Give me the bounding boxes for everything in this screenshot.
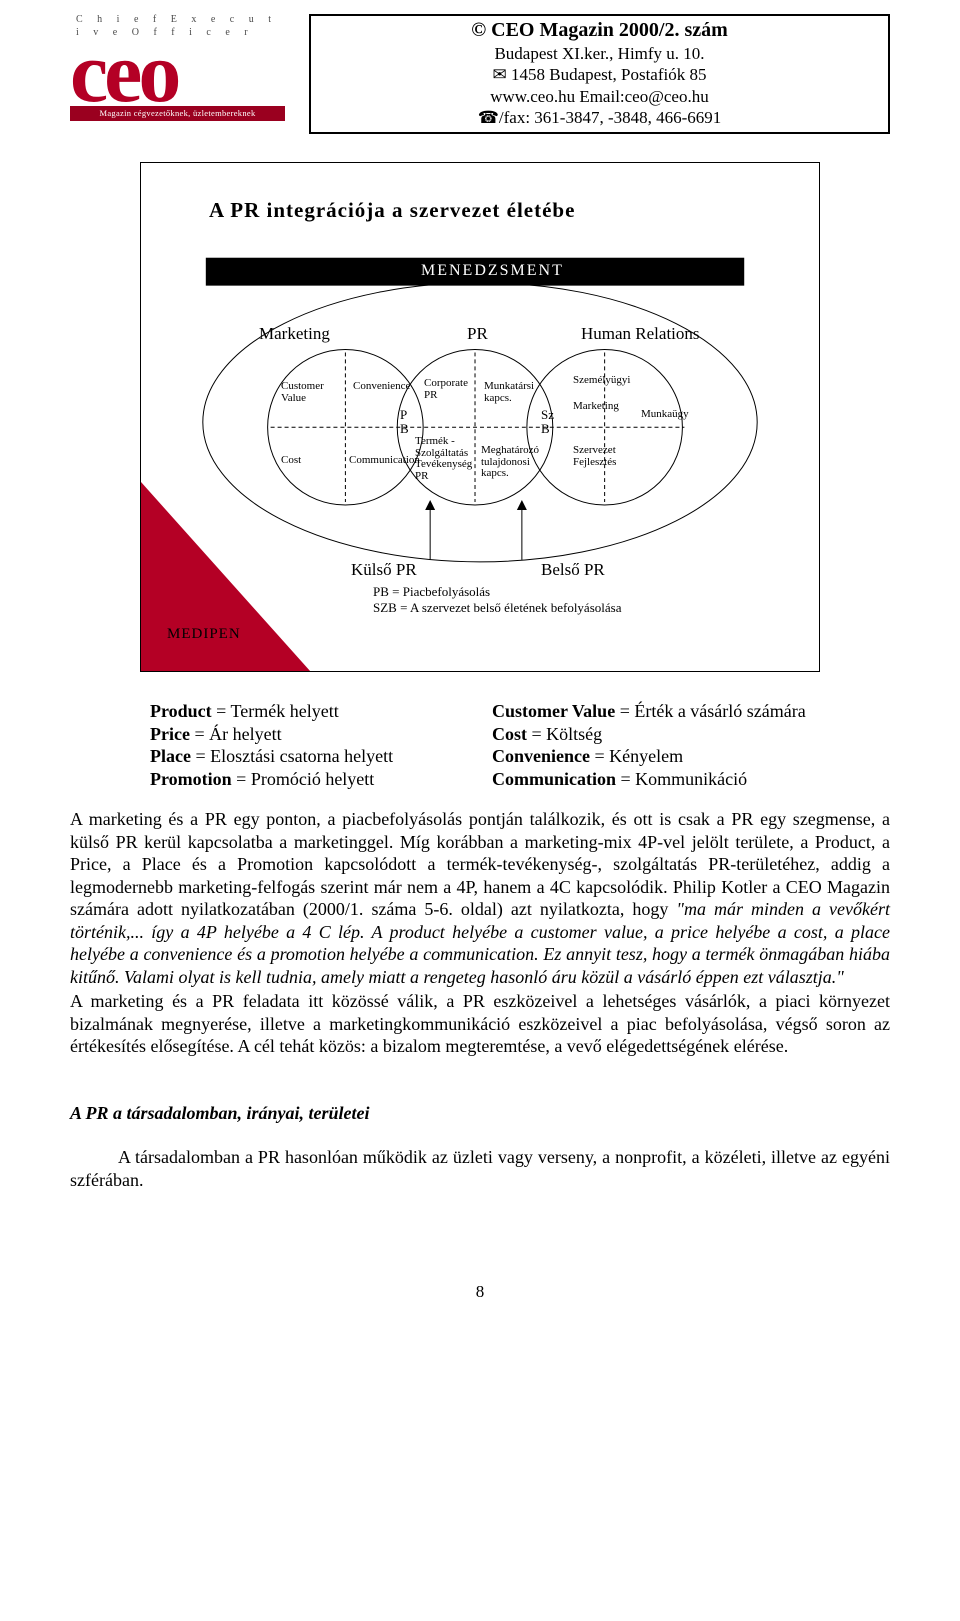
def-cost: Cost = Költség (492, 723, 810, 746)
legend-pb: PB = Piacbefolyásolás (373, 585, 490, 599)
logo-wordmark: ceo (70, 39, 285, 106)
col-hr: Human Relations (581, 325, 700, 343)
def-convenience: Convenience = Kényelem (492, 745, 810, 768)
logo-tagline-sub: Magazin cégvezetőknek, üzletembereknek (70, 106, 285, 121)
def-price: Price = Ár helyett (150, 723, 468, 746)
legend-szb: SZB = A szervezet belső életének befolyá… (373, 601, 621, 615)
col-pr: PR (467, 325, 488, 343)
masthead-title: © CEO Magazin 2000/2. szám (321, 18, 878, 43)
label-munkatarsi: Munkatársikapcs. (484, 381, 534, 404)
def-cust-value: Customer Value = Érték a vásárló számára (492, 700, 810, 723)
label-munkaugy: Munkaügy (641, 409, 689, 421)
medipen-credit: MEDIPEN (167, 627, 241, 643)
pr-integration-diagram: A PR integrációja a szervezet életébe ME… (140, 162, 820, 672)
def-place: Place = Elosztási csatorna helyett (150, 745, 468, 768)
label-szemelyugyi: Személyügyi (573, 375, 630, 387)
diagram-text-layer: A PR integrációja a szervezet életébe ME… (141, 163, 819, 671)
label-customer-value: CustomerValue (281, 381, 324, 404)
page-header: C h i e f E x e c u t i v e O f f i c e … (70, 14, 890, 134)
label-szervfejl: SzervezetFejlesztés (573, 445, 616, 468)
label-marketing2: Marketing (573, 401, 619, 413)
label-convenience: Convenience (353, 381, 410, 393)
management-band-label: MENEDZSMENT (421, 263, 564, 280)
label-kulso-pr: Külső PR (351, 561, 417, 579)
masthead-pobox: ✉ 1458 Budapest, Postafiók 85 (321, 64, 878, 85)
page-number: 8 (70, 1281, 890, 1302)
definitions-block: Product = Termék helyett Price = Ár hely… (150, 700, 810, 790)
label-corporate-pr: CorporatePR (424, 378, 468, 401)
masthead-contact-box: © CEO Magazin 2000/2. szám Budapest XI.k… (309, 14, 890, 134)
masthead-web: www.ceo.hu Email:ceo@ceo.hu (321, 86, 878, 107)
masthead-fax: ☎/fax: 361-3847, -3848, 466-6691 (321, 107, 878, 128)
logo-block: C h i e f E x e c u t i v e O f f i c e … (70, 14, 285, 121)
label-cost: Cost (281, 455, 301, 467)
definitions-left-col: Product = Termék helyett Price = Ár hely… (150, 700, 468, 790)
masthead-address: Budapest XI.ker., Himfy u. 10. (321, 43, 878, 64)
def-promotion: Promotion = Promóció helyett (150, 768, 468, 791)
label-communication: Communication (349, 455, 420, 467)
diagram-title: A PR integrációja a szervezet életébe (209, 199, 575, 221)
definitions-right-col: Customer Value = Érték a vásárló számára… (492, 700, 810, 790)
label-pb: PB (400, 408, 409, 437)
body-paragraph-1: A marketing és a PR egy ponton, a piacbe… (70, 808, 890, 988)
col-marketing: Marketing (259, 325, 330, 343)
section-heading: A PR a társadalomban, irányai, területei (70, 1102, 890, 1125)
label-tszt-pr: Termék -SzolgáltatásTevékenységPR (415, 436, 472, 482)
body-paragraph-3: A társadalomban a PR hasonlóan működik a… (70, 1146, 890, 1191)
label-szb: SzB (541, 408, 554, 437)
label-meghatarozo: Meghatározótulajdonosikapcs. (481, 445, 539, 480)
def-communication: Communication = Kommunikáció (492, 768, 810, 791)
def-product: Product = Termék helyett (150, 700, 468, 723)
label-belso-pr: Belső PR (541, 561, 605, 579)
body-paragraph-2: A marketing és a PR feladata itt közössé… (70, 990, 890, 1058)
